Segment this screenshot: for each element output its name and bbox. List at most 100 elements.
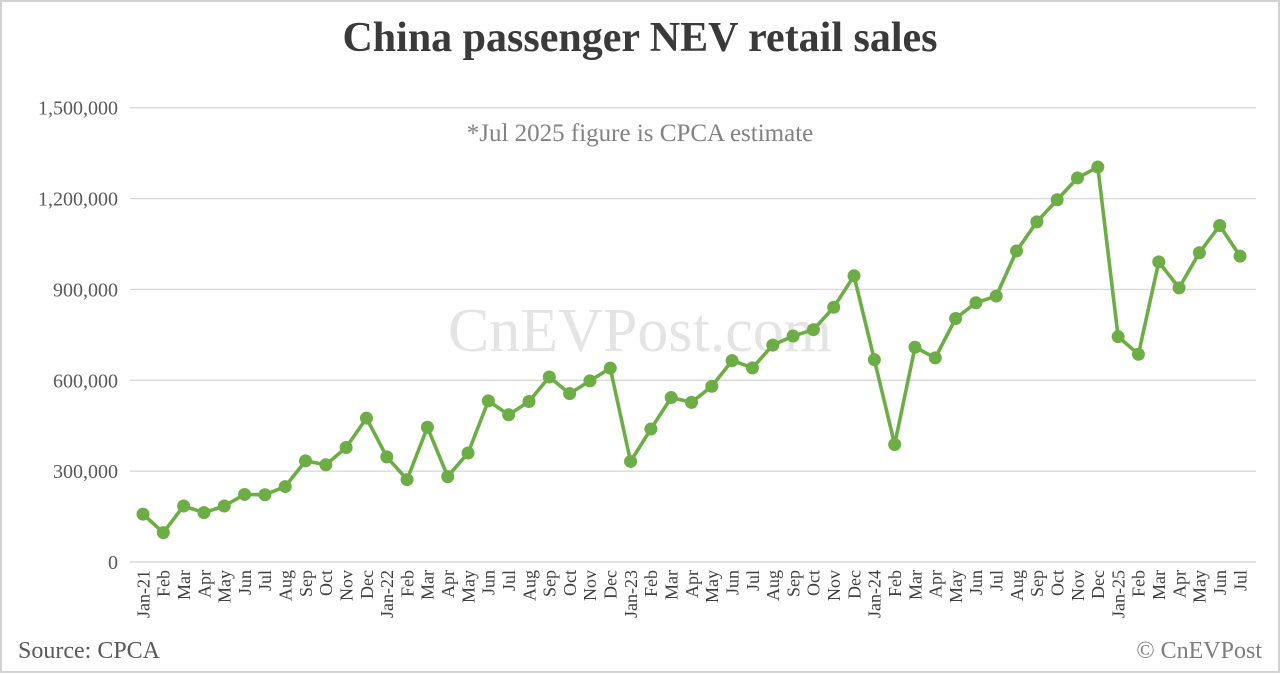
x-axis-tick-label: Nov — [824, 570, 844, 601]
x-axis-tick-label: Sep — [783, 570, 803, 597]
watermark: CnEVPost.com — [447, 297, 833, 365]
data-point-marker — [644, 422, 658, 436]
data-point-marker — [705, 379, 719, 393]
data-point-marker — [319, 458, 333, 472]
x-axis-tick-label: May — [215, 570, 235, 603]
data-point-marker — [258, 488, 272, 502]
y-axis-tick-label: 0 — [108, 552, 118, 574]
x-axis-tick-label: May — [946, 570, 966, 603]
data-point-marker — [1050, 193, 1064, 207]
x-axis-tick-label: Aug — [1007, 570, 1027, 601]
sales-line-series — [141, 165, 1242, 535]
x-axis-tick-label: May — [1190, 570, 1210, 603]
data-point-marker — [908, 340, 922, 354]
data-point-marker — [278, 480, 292, 494]
x-axis-tick-label: Aug — [276, 570, 296, 601]
data-point-marker — [339, 441, 353, 455]
data-point-marker — [542, 370, 556, 384]
y-axis-tick-label: 1,200,000 — [38, 189, 118, 211]
data-point-marker — [177, 499, 191, 513]
x-axis-tick-label: Jun — [966, 570, 986, 595]
x-axis-tick-label: Apr — [1169, 570, 1189, 598]
x-axis-tick-label: Jan-24 — [865, 570, 885, 618]
data-point-marker — [766, 338, 780, 352]
x-axis-tick-label: Sep — [1027, 570, 1047, 597]
x-axis-tick-label: Dec — [357, 570, 377, 599]
data-point-marker — [1152, 255, 1166, 269]
data-point-marker — [725, 354, 739, 368]
x-axis-tick-label: Dec — [844, 570, 864, 599]
x-axis-tick-label: Feb — [641, 570, 661, 597]
x-axis-tick-label: Mar — [905, 570, 925, 600]
data-point-marker — [1091, 160, 1105, 174]
data-point-marker — [136, 507, 150, 521]
x-axis-tick-label: Jul — [499, 570, 519, 591]
data-point-marker — [1010, 244, 1024, 258]
data-point-marker — [502, 408, 516, 422]
data-point-marker — [1070, 171, 1084, 185]
data-point-marker — [461, 446, 475, 460]
data-point-marker — [299, 454, 313, 468]
x-axis-tick-label: May — [702, 570, 722, 603]
data-point-marker — [481, 394, 495, 408]
x-axis-tick-label: Jan-21 — [133, 570, 153, 618]
data-point-marker — [685, 395, 699, 409]
x-axis-tick-label: Sep — [540, 570, 560, 597]
x-axis-tick-label: Apr — [438, 570, 458, 598]
x-axis-tick-label: Feb — [885, 570, 905, 597]
data-point-marker — [1172, 281, 1186, 295]
x-axis-tick-label: Apr — [926, 570, 946, 598]
x-axis-tick-label: Jan-22 — [377, 570, 397, 618]
data-point-marker — [969, 296, 983, 310]
data-point-marker — [624, 454, 638, 468]
x-axis-tick-label: Mar — [418, 570, 438, 600]
x-axis-tick-label: Aug — [763, 570, 783, 601]
data-point-marker — [400, 473, 414, 487]
copyright-label: © CnEVPost — [1136, 638, 1262, 664]
data-point-marker — [1233, 249, 1247, 263]
data-point-marker — [522, 394, 536, 408]
y-axis-tick-label: 300,000 — [53, 461, 118, 483]
data-point-marker — [1213, 219, 1227, 233]
data-point-marker — [603, 361, 617, 375]
y-axis-tick-label: 600,000 — [53, 370, 118, 392]
x-axis-tick-label: Jun — [235, 570, 255, 595]
x-axis-tick-label: Jul — [1230, 570, 1250, 591]
source-label: Source: CPCA — [18, 638, 161, 664]
data-point-marker — [156, 526, 170, 540]
data-point-marker — [847, 269, 861, 283]
x-axis-tick-label: Mar — [1149, 570, 1169, 600]
data-point-marker — [583, 374, 597, 388]
y-axis-tick-label: 900,000 — [53, 279, 118, 301]
x-axis-tick-label: Sep — [296, 570, 316, 597]
x-axis-tick-label: Dec — [1088, 570, 1108, 599]
data-point-marker — [238, 487, 252, 501]
x-axis-tick-label: Jun — [1210, 570, 1230, 595]
data-point-marker — [664, 391, 678, 405]
x-axis-tick-label: Apr — [682, 570, 702, 598]
x-axis-tick-label: Nov — [580, 570, 600, 601]
data-point-marker — [1030, 215, 1044, 229]
x-axis-tick-label: Jul — [743, 570, 763, 591]
x-axis-tick-label: Jan-23 — [621, 570, 641, 618]
x-axis-tick-label: May — [458, 570, 478, 603]
data-point-marker — [563, 387, 577, 401]
x-axis-tick-label: Oct — [560, 570, 580, 596]
x-axis-tick-label: Feb — [397, 570, 417, 597]
x-axis-tick-label: Mar — [174, 570, 194, 600]
x-axis-tick-label: Oct — [804, 570, 824, 596]
x-axis-tick-label: Feb — [1129, 570, 1149, 597]
data-point-marker — [928, 351, 942, 365]
x-axis-tick-label: Feb — [154, 570, 174, 597]
x-axis-tick-label: Jan-25 — [1108, 570, 1128, 618]
data-point-marker — [380, 450, 394, 464]
x-axis-tick-label: Nov — [1068, 570, 1088, 601]
x-axis-tick-label: Oct — [1047, 570, 1067, 596]
data-point-marker — [745, 361, 759, 375]
data-point-marker — [786, 329, 800, 343]
estimate-annotation: *Jul 2025 figure is CPCA estimate — [466, 120, 814, 147]
data-point-marker — [1131, 347, 1145, 361]
data-point-marker — [949, 311, 963, 325]
data-point-marker — [441, 470, 455, 484]
